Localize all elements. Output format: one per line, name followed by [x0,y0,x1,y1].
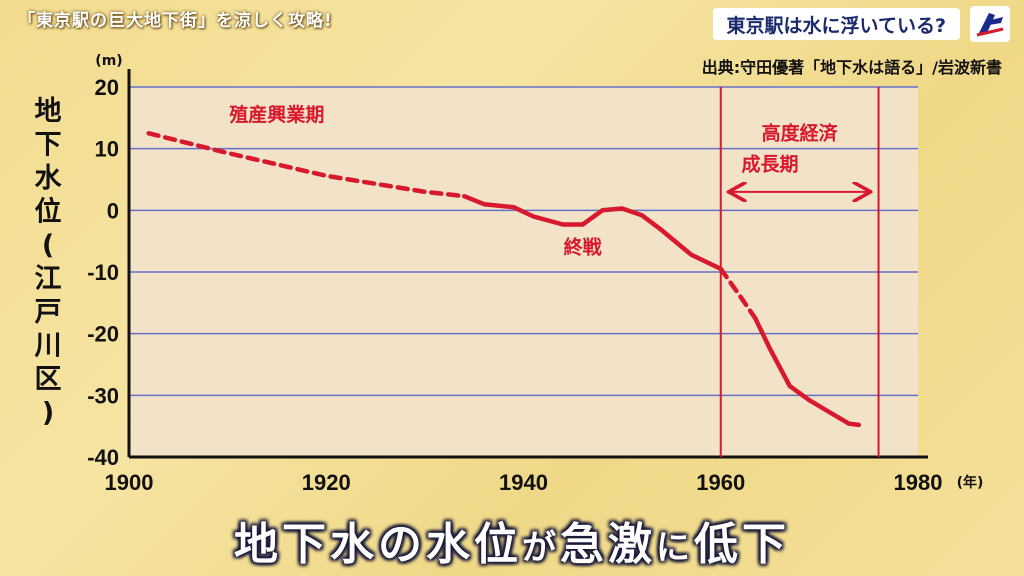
y-tick-label: 20 [95,75,119,100]
groundwater-line-segment-2 [462,193,724,272]
x-tick-label: 1920 [302,470,351,495]
annotation-1: 殖産興業期 [229,103,324,126]
groundwater-line-segment-3 [718,266,758,321]
groundwater-line-segment-4 [753,316,862,428]
groundwater-line-segment-1 [146,131,467,199]
annotation-2: 終戦 [564,236,602,259]
y-tick-label: -10 [87,260,119,285]
x-tick-label: 1980 [894,470,943,495]
caption-part-6: 低下 [694,519,790,570]
bottom-caption: 地下水の水位が急激に低下 [0,508,1024,572]
y-tick-label: 10 [95,137,119,162]
topic-title-box: 東京駅は水に浮いている? [712,8,960,40]
annotation-4: 成長期 [742,152,799,175]
caption-part-5: に [656,528,694,568]
station-logo-icon [976,13,1004,37]
logo-badge [970,6,1010,42]
source-citation: 出典:守田優著「地下水は語る」/岩波新書 [701,58,1002,77]
y-tick-label: -20 [87,322,119,347]
y-axis-label: 地下水位(江戸川区) [35,96,63,429]
program-corner-title: 「東京駅の巨大地下街」を涼しく攻略! [18,11,333,31]
x-tick-label: 1960 [696,470,745,495]
x-unit-label: (年) [957,474,984,491]
y-tick-label: -30 [87,383,119,408]
y-tick-label: 0 [107,198,119,223]
topic-title: 東京駅は水に浮いている? [726,14,946,37]
caption-part-2: 水位 [426,519,522,570]
caption-part-3: が [522,528,560,568]
x-tick-label: 1940 [499,470,548,495]
x-tick-label: 1900 [105,470,154,495]
y-unit-label: (m) [95,53,122,69]
y-tick-label: -40 [87,445,119,470]
caption-part-1: 地下水の [234,519,426,570]
annotation-3: 高度経済 [762,121,839,144]
caption-part-4: 急激 [560,519,656,570]
